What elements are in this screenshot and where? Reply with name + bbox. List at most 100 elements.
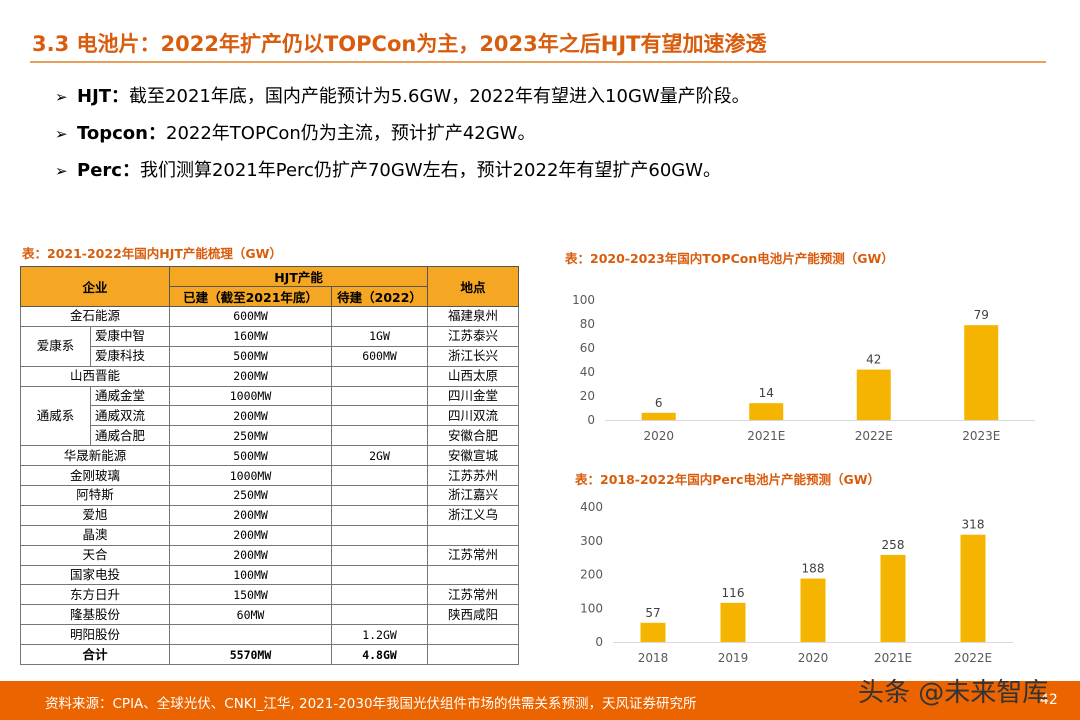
bullet-text: 我们测算2021年Perc仍扩产70GW左右，预计2022年有望扩产60GW。 [139,160,722,181]
table-row: 通威双流 200MW 四川双流 [21,405,520,427]
data-label: 6 [655,396,663,410]
built-cell: 200MW [169,544,333,566]
y-tick-label: 80 [580,317,595,331]
location-cell: 江苏苏州 [427,465,520,487]
bullet-key: Topcon： [77,123,166,144]
built-cell: 150MW [169,584,333,606]
location-cell: 山西太原 [427,365,520,387]
table-row: 华晟新能源 500MW 2GW 安徽宣城 [19,445,520,467]
page-number: 42 [1040,692,1058,708]
location-cell: 江苏泰兴 [427,325,520,347]
company-cell: 金石能源 [19,306,171,327]
location-cell: 江苏常州 [427,544,520,566]
table-row: 爱康系 爱康中智 160MW 1GW 江苏泰兴 [20,325,520,367]
company-cell: 东方日升 [19,584,171,606]
pending-cell [331,524,429,546]
built-cell: 1000MW [169,465,333,487]
pending-cell [331,485,429,506]
perc-capacity-chart: 0 100 200 300 400 57 2018 116 2019 188 2020 258 2021… [580,500,1013,665]
company-cell: 爱康科技 [89,345,171,367]
bullet-perc: ➢ Perc：我们测算2021年Perc仍扩产70GW左右，预计2022年有望扩产… [55,156,750,193]
pending-cell [331,306,429,327]
data-label: 188 [802,562,825,576]
y-tick-label: 400 [580,500,603,514]
company-cell: 国家电投 [19,564,171,586]
pending-cell [331,365,429,387]
pending-cell [331,604,429,626]
table-row: 爱旭 200MW 浙江义乌 [19,504,520,526]
location-cell: 浙江嘉兴 [427,485,520,506]
table-total-row: 合计 5570MW 4.8GW [19,644,520,666]
table-row: 阿特斯 250MW 浙江嘉兴 [19,485,520,506]
pending-cell [331,465,429,487]
company-cell: 爱康中智 [89,325,171,347]
table-row: 隆基股份 60MW 陕西咸阳 [19,604,520,626]
y-tick-label: 200 [580,568,603,582]
y-tick-label: 100 [580,601,603,615]
bar [800,578,826,642]
location-cell [427,564,520,586]
location-cell: 陕西咸阳 [427,604,520,626]
company-cell: 山西晋能 [19,365,171,387]
location-cell: 安徽合肥 [427,425,520,447]
page-title: 3.3 电池片：2022年扩产仍以TOPCon为主，2023年之后HJT有望加速… [32,32,767,56]
built-cell: 500MW [169,345,333,367]
source-note: 资料来源：CPIA、全球光伏、CNKI_江华, 2021-2030年我国光伏组件… [45,696,697,712]
table-row: 金石能源 600MW 福建泉州 [19,306,520,327]
location-cell [427,524,520,546]
built-cell: 200MW [169,524,333,546]
header-company: 企业 [19,266,171,307]
y-tick-label: 20 [580,389,595,403]
bar [641,412,676,420]
x-tick-label: 2018 [638,651,669,665]
arrow-bullet-icon: ➢ [55,88,68,106]
total-pending: 4.8GW [331,644,429,666]
pending-cell [331,584,429,606]
built-cell: 200MW [169,405,333,427]
location-cell: 四川金堂 [427,385,520,407]
company-cell: 隆基股份 [19,604,171,626]
company-cell: 通威合肥 [89,425,171,447]
topcon-capacity-chart: 0 20 40 60 80 100 6 2020 14 2021E 42 2022E 79 2023E [572,293,1035,443]
hjt-capacity-table: 企业 HJT产能 地点 已建（截至2021年底） 待建（2022） 金石能源 6… [19,266,520,666]
location-cell: 江苏常州 [427,584,520,606]
pending-cell [331,425,429,447]
company-cell: 阿特斯 [19,485,171,506]
pending-cell: 1GW [331,325,429,347]
bullet-key: HJT： [77,86,130,107]
table-row: 国家电投 100MW [19,564,520,586]
built-cell: 160MW [169,325,333,347]
data-label: 57 [645,606,660,620]
table-row: 通威系 通威金堂 1000MW 四川金堂 [20,385,520,447]
built-cell: 250MW [169,485,333,506]
bullet-topcon: ➢ Topcon：2022年TOPCon仍为主流，预计扩产42GW。 [55,119,750,156]
built-cell: 60MW [169,604,333,626]
built-cell: 500MW [169,445,333,467]
x-tick-label: 2021E [747,429,785,443]
bullet-key: Perc： [77,160,140,181]
table-row: 爱康科技 500MW 600MW 浙江长兴 [21,345,520,367]
bullet-list: ➢ HJT：截至2021年底，国内产能预计为5.6GW，2022年有望进入10GW… [55,82,750,193]
location-cell [427,624,520,646]
pending-cell [331,564,429,586]
data-label: 79 [974,308,989,322]
pending-cell [331,405,429,427]
data-label: 14 [759,386,774,400]
total-label: 合计 [19,644,171,666]
pending-cell [331,544,429,566]
table-row: 晶澳 200MW [19,524,520,546]
built-cell: 1000MW [169,385,333,407]
table-row: 明阳股份 1.2GW [19,624,520,646]
arrow-bullet-icon: ➢ [55,125,68,143]
table-row: 山西晋能 200MW 山西太原 [19,365,520,387]
pending-cell [331,385,429,407]
header-built: 已建（截至2021年底） [169,286,333,307]
company-cell: 华晟新能源 [19,445,171,467]
company-cell: 天合 [19,544,171,566]
x-tick-label: 2019 [718,651,749,665]
data-label: 116 [722,586,745,600]
built-cell: 250MW [169,425,333,447]
y-tick-label: 60 [580,341,595,355]
bullet-text: 截至2021年底，国内产能预计为5.6GW，2022年有望进入10GW量产阶段。 [129,86,750,107]
title-divider [30,61,1046,63]
